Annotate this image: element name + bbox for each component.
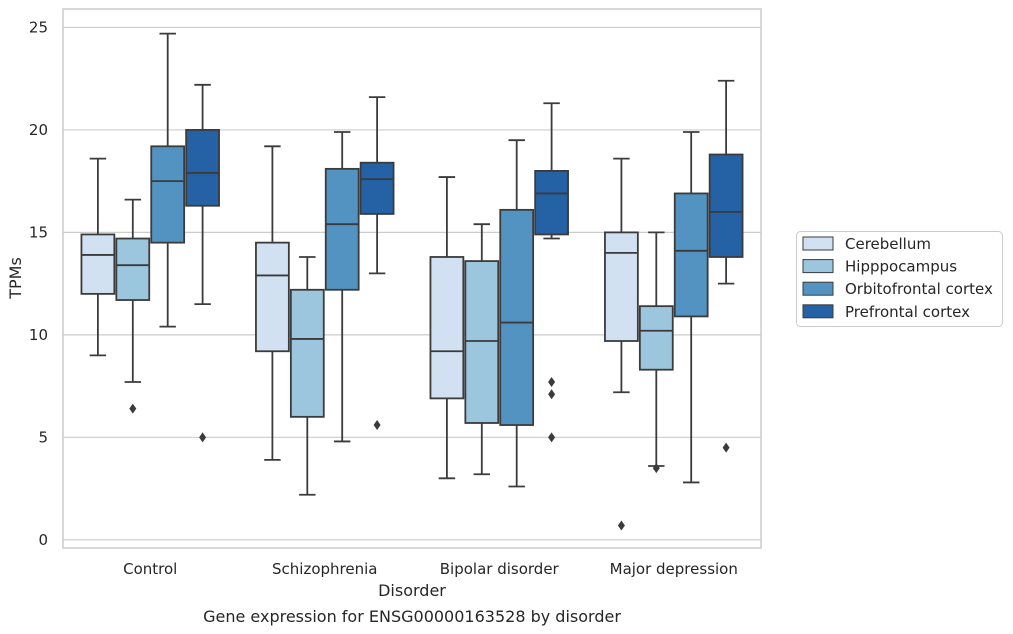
legend-swatch — [802, 304, 834, 319]
box — [359, 161, 395, 215]
x-tick-label: Bipolar disorder — [440, 560, 560, 578]
chart-caption: Gene expression for ENSG00000163528 by d… — [203, 607, 621, 626]
box-group — [638, 231, 674, 474]
legend-frame — [796, 231, 1003, 327]
outlier-point — [129, 403, 137, 414]
outlier-point — [548, 432, 556, 443]
box-group — [534, 102, 569, 443]
box-group — [359, 96, 395, 431]
y-axis-label: TPMs — [6, 257, 25, 300]
box — [429, 256, 465, 400]
box — [638, 305, 674, 371]
box-group — [673, 131, 709, 484]
box-plots — [80, 32, 744, 531]
box — [185, 129, 220, 207]
box-group — [150, 32, 186, 328]
box — [255, 241, 290, 353]
y-tick-label: 10 — [29, 326, 48, 344]
box — [80, 233, 116, 295]
outlier-point — [199, 432, 207, 443]
box — [604, 231, 639, 342]
x-tick-label: Control — [123, 560, 177, 578]
outlier-point — [617, 520, 625, 531]
x-tick-labels: Control Schizophrenia Bipolar disorder Majo… — [123, 560, 738, 578]
legend-swatch — [802, 281, 834, 296]
box-group — [604, 157, 639, 531]
box-group — [185, 83, 220, 443]
outlier-point — [652, 463, 660, 474]
box-group — [80, 157, 116, 357]
box-group — [464, 223, 500, 476]
y-tick-label: 0 — [38, 531, 48, 549]
box — [464, 260, 500, 424]
box-group — [429, 176, 465, 480]
plot-frame — [62, 8, 762, 549]
box — [289, 288, 325, 418]
outlier-point — [548, 376, 556, 387]
outlier-point — [722, 442, 730, 453]
box — [673, 192, 709, 318]
box — [324, 167, 360, 291]
box-group — [115, 198, 151, 414]
box — [534, 170, 569, 236]
x-axis-label: Disorder — [378, 581, 446, 600]
x-tick-label: Major depression — [610, 560, 738, 578]
y-tick-label: 15 — [29, 223, 48, 241]
legend-label: Cerebellum — [845, 235, 931, 253]
legend-swatch — [802, 236, 834, 251]
y-tick-label: 20 — [29, 121, 48, 139]
box — [150, 145, 186, 244]
legend-swatch — [802, 259, 834, 274]
x-tick-label: Schizophrenia — [272, 560, 377, 578]
y-tick-label: 5 — [38, 428, 48, 446]
y-tick-labels: 0 5 10 15 20 25 — [29, 18, 48, 548]
box-group — [255, 145, 290, 461]
outlier-point — [373, 420, 381, 431]
legend: Cerebellum Hipppocampus Orbitofrontal cort… — [796, 231, 1003, 327]
legend-label: Prefrontal cortex — [845, 303, 970, 321]
box — [708, 153, 744, 258]
legend-label: Hipppocampus — [845, 258, 957, 276]
box-group — [289, 256, 325, 496]
box — [499, 208, 535, 426]
box-group — [499, 139, 535, 488]
box-group — [708, 79, 744, 453]
box — [115, 237, 151, 301]
legend-label: Orbitofrontal cortex — [845, 280, 993, 298]
box-group — [324, 131, 360, 443]
y-tick-label: 25 — [29, 18, 48, 36]
outlier-point — [548, 389, 556, 400]
